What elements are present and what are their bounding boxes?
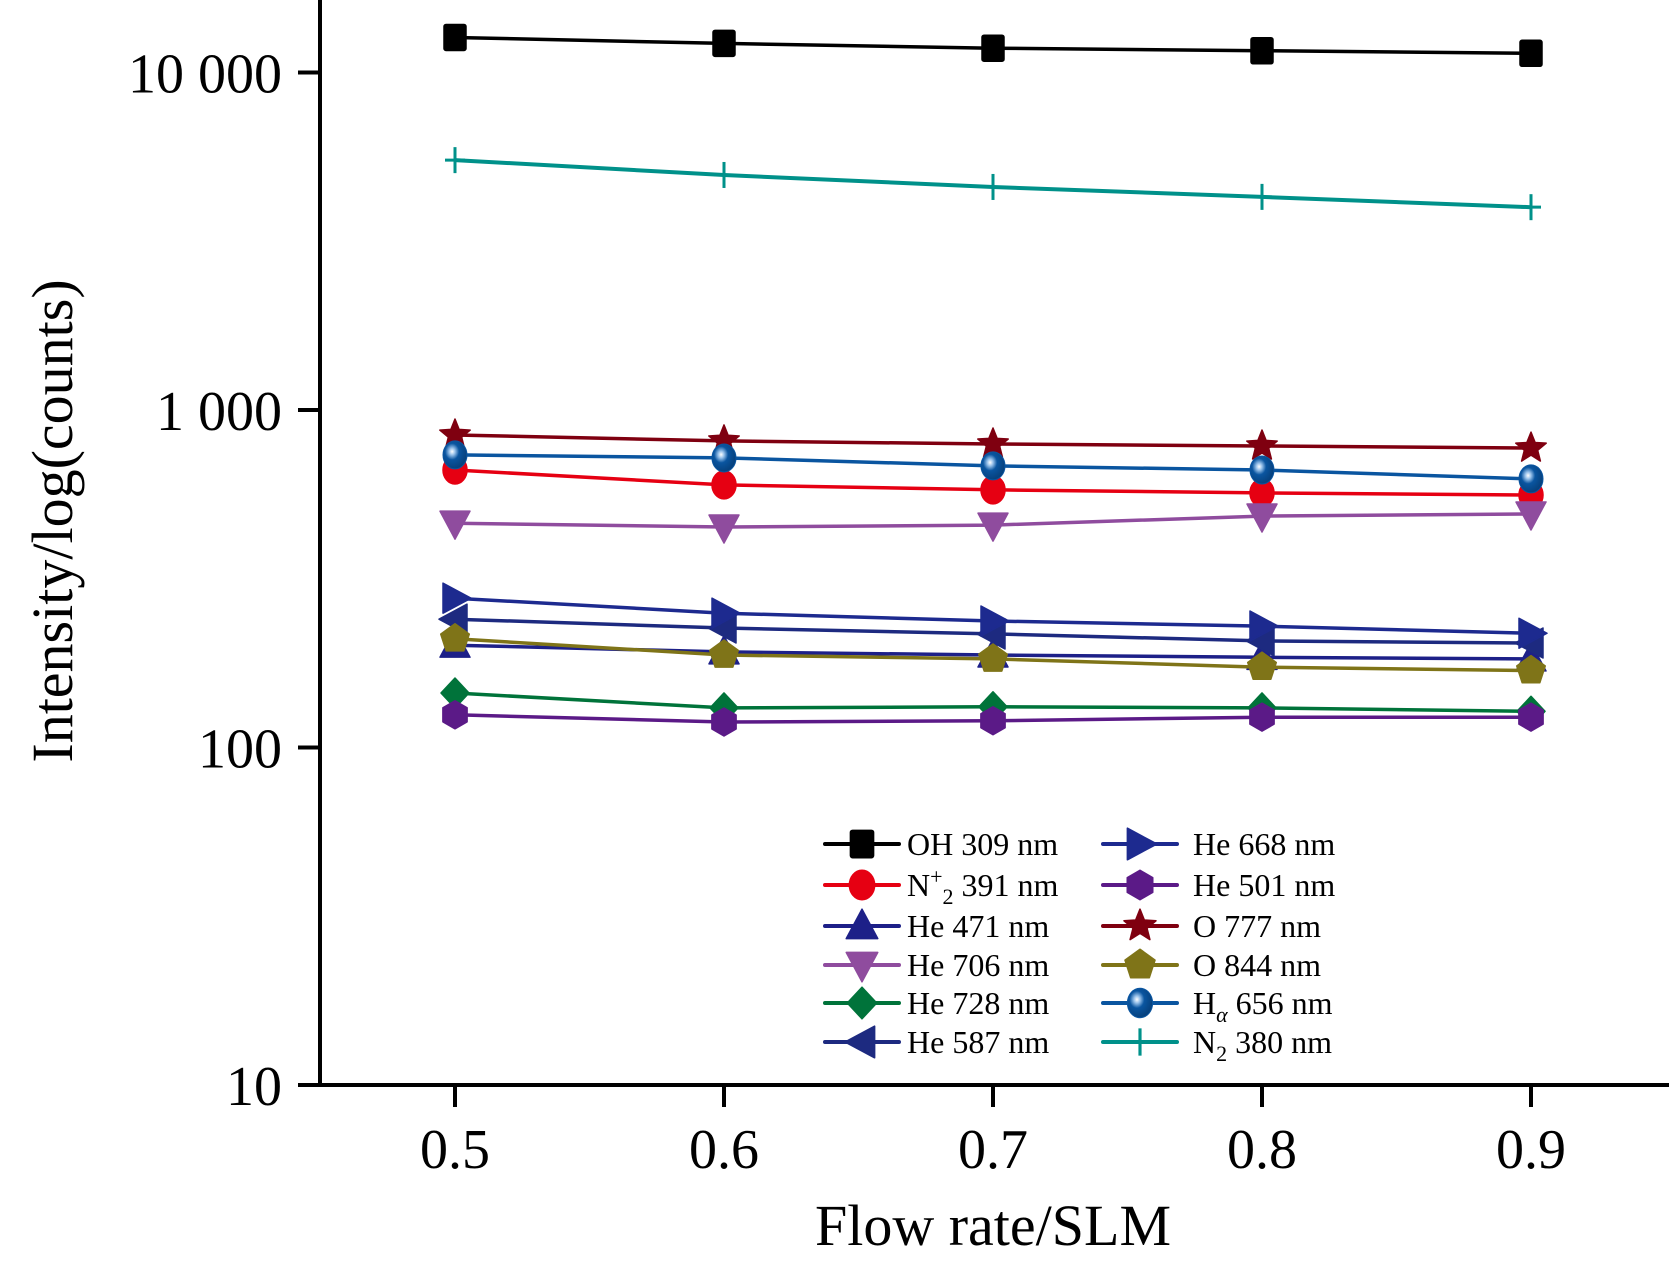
legend-item: N2 380 nm	[1101, 1024, 1332, 1066]
legend-item: He 587 nm	[823, 1024, 1049, 1060]
legend-item: He 706 nm	[823, 947, 1049, 983]
legend-label: He 728 nm	[907, 985, 1049, 1021]
series-he-668-nm	[442, 582, 1548, 650]
legend-item: He 728 nm	[823, 985, 1049, 1021]
data-point	[445, 147, 465, 174]
data-point	[711, 597, 741, 629]
data-point	[983, 173, 1003, 200]
legend-label: He 587 nm	[907, 1024, 1049, 1060]
data-point	[980, 706, 1006, 736]
data-point	[977, 643, 1009, 672]
data-point	[1518, 617, 1548, 650]
series-o-777-nm	[439, 418, 1547, 462]
data-point	[1518, 702, 1544, 732]
legend-marker	[1126, 869, 1154, 901]
legend-label: N+2 391 nm	[907, 864, 1059, 909]
x-tick-label: 0.9	[1496, 1119, 1566, 1181]
legend-item: O 777 nm	[1101, 908, 1321, 944]
data-point	[981, 34, 1005, 62]
data-point	[439, 623, 471, 652]
legend-marker	[845, 908, 879, 940]
legend-marker	[845, 951, 879, 983]
legend-marker	[848, 869, 876, 901]
data-point	[1249, 702, 1275, 732]
data-point	[443, 23, 467, 52]
y-tick-label: 10	[226, 1056, 282, 1118]
legend-marker	[1124, 948, 1156, 979]
x-tick-label: 0.7	[958, 1119, 1028, 1181]
series-h-656-nm	[442, 440, 1544, 494]
y-ticks: 10 100 1 000 10 000	[128, 44, 320, 1118]
legend-marker	[846, 986, 878, 1020]
data-point	[712, 29, 736, 58]
data-point	[1249, 455, 1275, 485]
data-point	[708, 639, 740, 668]
legend-label: O 844 nm	[1193, 947, 1321, 983]
data-point	[980, 605, 1010, 637]
data-point	[1519, 39, 1543, 68]
data-point	[1515, 654, 1547, 684]
data-point	[442, 440, 468, 470]
legend-item: He 471 nm	[823, 908, 1049, 944]
legend-marker	[1126, 987, 1154, 1019]
x-tick-label: 0.6	[689, 1119, 759, 1181]
legend-marker	[1129, 1028, 1151, 1056]
series-oh-309-nm	[443, 23, 1543, 68]
x-tick-label: 0.8	[1227, 1119, 1297, 1181]
series-he-501-nm	[442, 700, 1544, 737]
legend-marker	[844, 1025, 876, 1059]
data-point	[439, 510, 471, 540]
legend-label: N2 380 nm	[1193, 1024, 1332, 1066]
series-o-844-nm	[439, 623, 1547, 684]
data-point	[711, 470, 737, 500]
data-point	[711, 707, 737, 737]
legend-item: O 844 nm	[1101, 947, 1321, 983]
legend-label: He 668 nm	[1193, 826, 1335, 862]
x-axis-title: Flow rate/SLM	[815, 1193, 1171, 1258]
data-point	[1252, 183, 1272, 210]
legend-item: Hα 656 nm	[1101, 985, 1333, 1027]
data-point	[1246, 503, 1278, 533]
x-tick-label: 0.5	[420, 1119, 490, 1181]
y-axis-title: Intensity/log(counts)	[20, 279, 85, 762]
series-n2-380-nm	[445, 147, 1541, 221]
data-point	[1518, 464, 1544, 494]
y-tick-label: 100	[198, 719, 282, 781]
data-point	[442, 582, 472, 614]
data-point	[442, 700, 468, 730]
data-point	[977, 427, 1009, 458]
legend-item: N+2 391 nm	[823, 864, 1059, 909]
legend-marker	[1126, 827, 1158, 861]
x-ticks: 0.5 0.6 0.7 0.8 0.9	[420, 1085, 1566, 1181]
data-point	[1249, 610, 1279, 642]
legend-label: He 471 nm	[907, 908, 1049, 944]
legend-marker	[1123, 908, 1157, 941]
legend-item: OH 309 nm	[823, 826, 1058, 862]
data-point	[1521, 194, 1541, 221]
data-point	[980, 451, 1006, 481]
legend-marker	[849, 829, 875, 859]
data-point	[1246, 651, 1278, 681]
data-point	[1250, 36, 1274, 65]
series-he-706-nm	[439, 501, 1547, 544]
legend-item: He 668 nm	[1101, 826, 1335, 862]
legend-item: He 501 nm	[1101, 867, 1335, 903]
data-point	[708, 514, 740, 544]
y-tick-label: 1 000	[156, 381, 282, 443]
y-tick-label: 10 000	[128, 44, 282, 106]
legend-label: He 501 nm	[1193, 867, 1335, 903]
legend-label: OH 309 nm	[907, 826, 1058, 862]
series-layer	[438, 23, 1548, 737]
legend-label: O 777 nm	[1193, 908, 1321, 944]
data-point	[1515, 501, 1547, 531]
legend-label: He 706 nm	[907, 947, 1049, 983]
legend-label: Hα 656 nm	[1193, 985, 1333, 1027]
data-point	[1246, 429, 1278, 460]
data-point	[711, 443, 737, 473]
data-point	[977, 512, 1009, 542]
data-point	[714, 161, 734, 188]
data-point	[1515, 431, 1547, 462]
